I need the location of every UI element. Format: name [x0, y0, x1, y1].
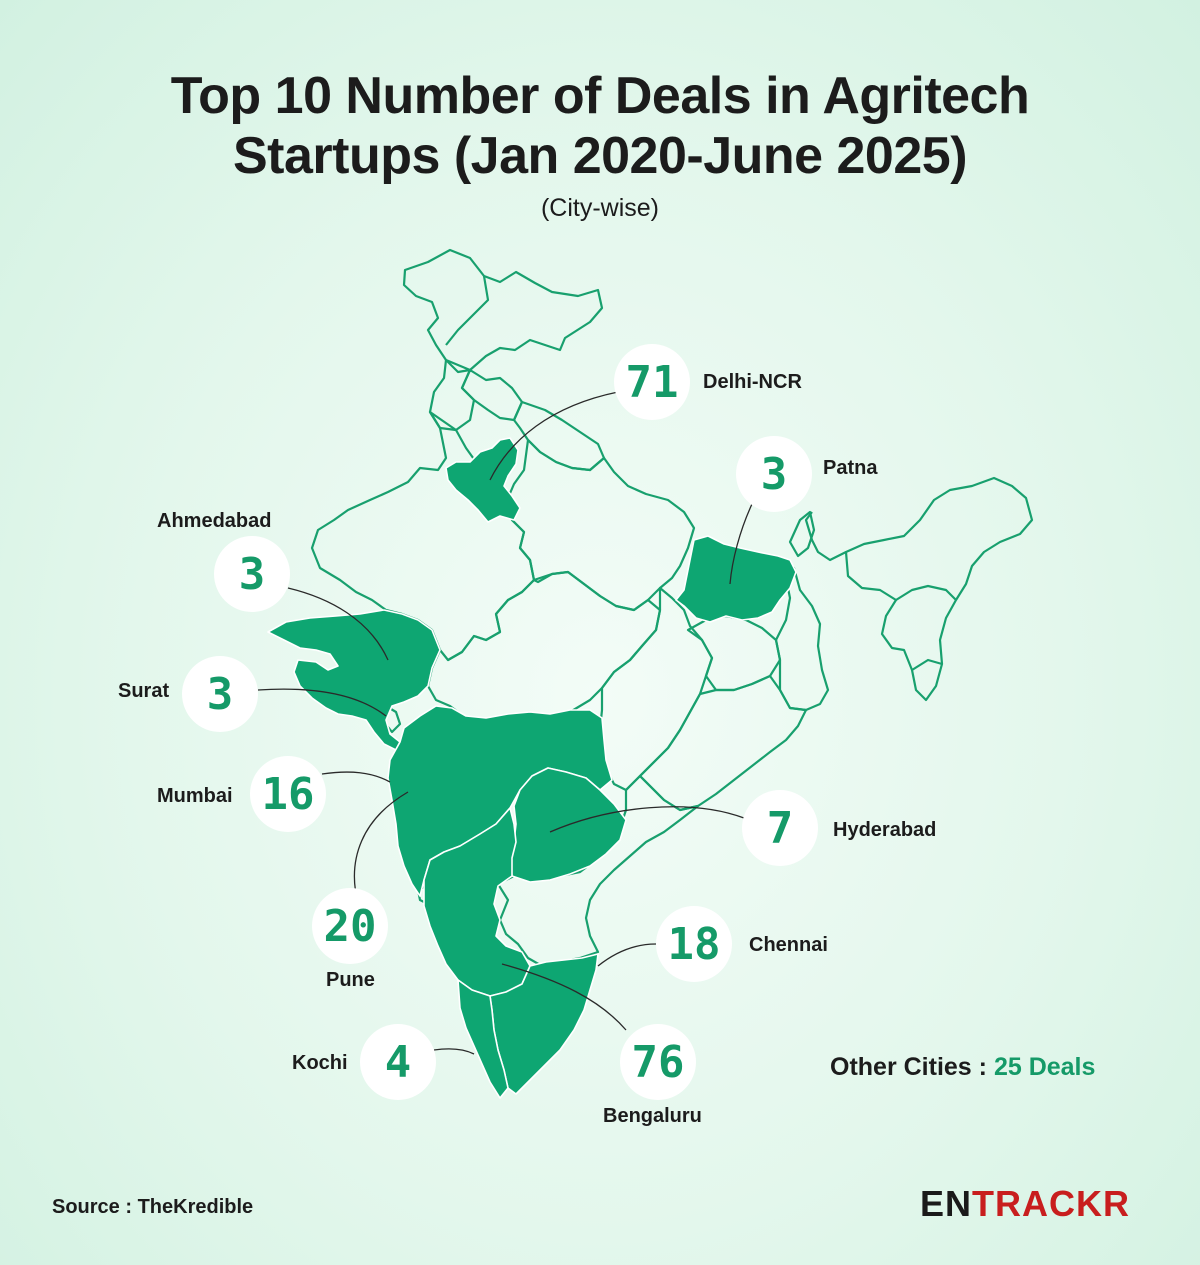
deals-value-pune: 20: [323, 900, 377, 952]
region-ne-inner-2: [911, 658, 943, 671]
leader-hyderabad: [549, 806, 745, 833]
deals-bubble-chennai: 18: [656, 906, 732, 982]
city-label-bengaluru: Bengaluru: [603, 1105, 702, 1127]
leader-ahmedabad: [287, 587, 389, 661]
other-cities-summary: Other Cities : 25 Deals: [830, 1053, 1095, 1082]
region-jammu-kashmir: [402, 248, 604, 374]
region-uttar-pradesh: [506, 438, 696, 612]
deals-bubble-surat: 3: [182, 656, 258, 732]
leader-mumbai: [321, 771, 391, 783]
deals-value-ahmedabad: 3: [238, 548, 266, 600]
deals-value-hyderabad: 7: [766, 802, 794, 854]
city-label-ahmedabad: Ahmedabad: [157, 510, 272, 532]
city-label-pune: Pune: [326, 969, 375, 991]
region-madhya-pradesh: [426, 570, 662, 724]
other-cities-label: Other Cities :: [830, 1053, 987, 1081]
title-line-1: Top 10 Number of Deals in Agritech: [170, 67, 1030, 125]
logo-part-en: EN: [920, 1183, 973, 1224]
region-west-bengal: [774, 558, 830, 712]
leader-chennai: [597, 943, 657, 967]
city-label-patna: Patna: [823, 457, 878, 479]
leader-pune: [353, 791, 409, 895]
city-label-hyderabad: Hyderabad: [833, 819, 937, 841]
deals-bubble-mumbai: 16: [250, 756, 326, 832]
deals-bubble-kochi: 4: [360, 1024, 436, 1100]
region-kerala: [457, 979, 509, 1099]
region-ne-inner-1: [895, 584, 957, 601]
deals-bubble-ahmedabad: 3: [214, 536, 290, 612]
city-label-mumbai: Mumbai: [157, 785, 233, 807]
chart-subtitle: (City-wise): [540, 194, 660, 222]
logo-part-trackr: TRACKR: [972, 1183, 1130, 1224]
region-jharkhand: [686, 614, 782, 692]
chart-title: Top 10 Number of Deals in Agritech Start…: [0, 66, 1200, 186]
city-label-delhi: Delhi-NCR: [703, 371, 802, 393]
leader-bengaluru: [501, 963, 627, 1031]
deals-value-bengaluru: 76: [631, 1036, 685, 1088]
leader-kochi: [433, 1048, 475, 1055]
deals-value-patna: 3: [760, 448, 788, 500]
region-sikkim-strip: [788, 510, 816, 558]
deals-value-mumbai: 16: [261, 768, 315, 820]
region-karnataka: [423, 807, 531, 997]
deals-bubble-bengaluru: 76: [620, 1024, 696, 1100]
deals-bubble-hyderabad: 7: [742, 790, 818, 866]
deals-value-surat: 3: [206, 668, 234, 720]
title-line-2: Startups (Jan 2020-June 2025): [232, 127, 968, 185]
region-northeast: [844, 476, 1034, 702]
region-haryana: [445, 437, 521, 523]
city-label-surat: Surat: [118, 680, 170, 702]
leader-patna: [729, 503, 753, 585]
entrackr-logo: ENTRACKR: [920, 1183, 1130, 1225]
deals-bubble-patna: 3: [736, 436, 812, 512]
deals-bubble-pune: 20: [312, 888, 388, 964]
leader-surat: [257, 688, 387, 717]
city-label-chennai: Chennai: [749, 934, 828, 956]
region-ne-inner-3: [804, 511, 847, 562]
deals-value-kochi: 4: [384, 1036, 412, 1088]
city-label-kochi: Kochi: [292, 1052, 348, 1074]
deals-bubble-delhi: 71: [614, 344, 690, 420]
leader-delhi: [489, 391, 619, 481]
source-note: Source : TheKredible: [52, 1196, 254, 1218]
deals-value-delhi: 71: [625, 356, 679, 408]
other-cities-value: 25 Deals: [993, 1053, 1096, 1081]
region-bihar: [675, 535, 797, 623]
region-ladakh-inner: [445, 275, 490, 346]
deals-value-chennai: 18: [667, 918, 721, 970]
